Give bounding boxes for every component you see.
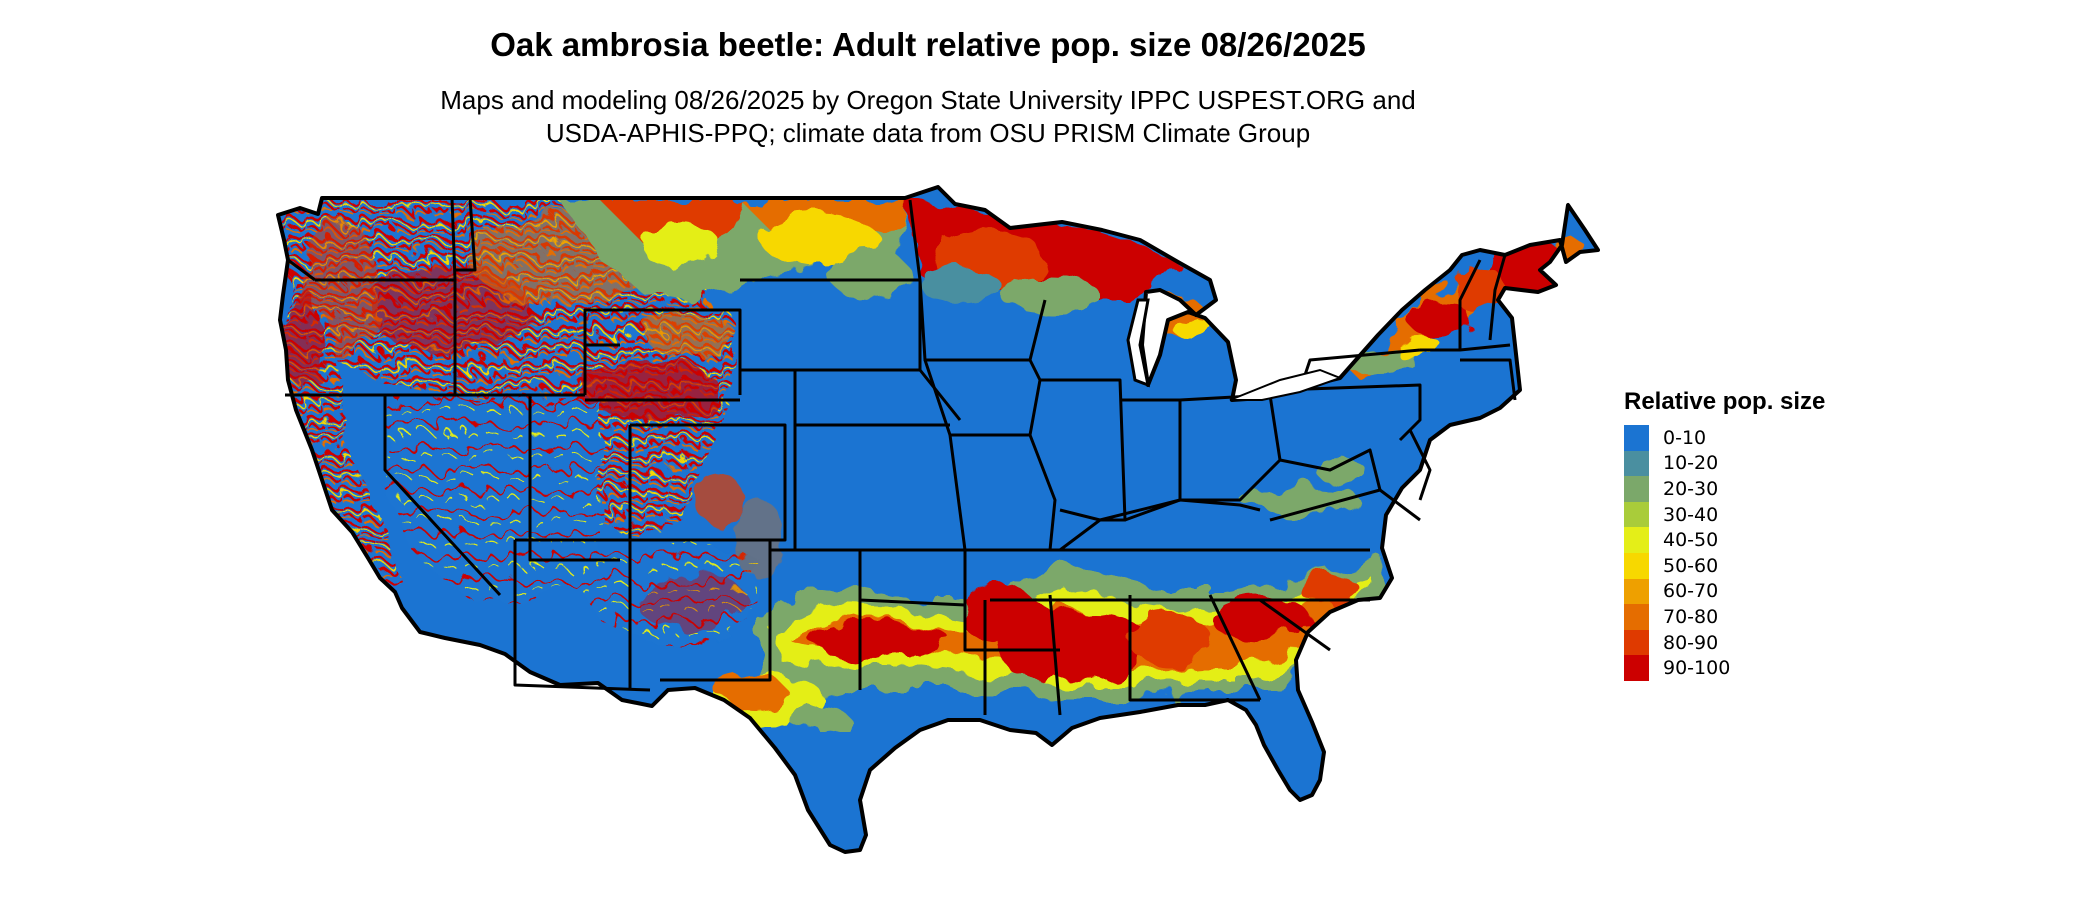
legend-item: 40-50 (1624, 527, 1825, 553)
legend-item: 60-70 (1624, 578, 1825, 605)
legend-title: Relative pop. size (1624, 388, 1826, 415)
population-heat-regions (280, 198, 1590, 732)
legend-label: 40-50 (1663, 529, 1719, 552)
legend-item: 30-40 (1624, 501, 1825, 528)
legend-swatch (1624, 425, 1649, 451)
legend-swatch (1624, 501, 1649, 528)
legend-label: 70-80 (1663, 605, 1719, 628)
subtitle-line-2: USDA-APHIS-PPQ; climate data from OSU PR… (545, 118, 1311, 148)
legend-label: 0-10 (1663, 426, 1707, 449)
legend-swatch (1624, 655, 1649, 681)
map-legend: Relative pop. size 0-10 10-20 20-30 30-40 40… (1624, 388, 1825, 681)
map-subtitle: Maps and modeling 08/26/2025 by Oregon S… (0, 84, 1856, 150)
legend-label: 20-30 (1663, 477, 1719, 500)
legend-label: 30-40 (1663, 503, 1719, 526)
legend-item: 50-60 (1624, 552, 1825, 579)
legend-item: 70-80 (1624, 604, 1825, 630)
legend-item: 0-10 (1624, 425, 1825, 451)
state-borders (285, 197, 1517, 716)
legend-label: 60-70 (1663, 580, 1719, 603)
legend-swatch (1624, 527, 1649, 553)
legend-item: 10-20 (1624, 450, 1825, 477)
map-title: Oak ambrosia beetle: Adult relative pop.… (490, 26, 1366, 63)
legend-item: 20-30 (1624, 476, 1825, 502)
legend-item: 90-100 (1624, 655, 1825, 681)
legend-swatch (1624, 604, 1649, 630)
legend-swatch (1624, 578, 1649, 605)
lake-erie (1229, 368, 1343, 401)
legend-label: 10-20 (1663, 452, 1719, 475)
subtitle-line-1: Maps and modeling 08/26/2025 by Oregon S… (440, 85, 1416, 115)
lake-michigan (1126, 298, 1151, 388)
legend-swatch (1624, 629, 1649, 656)
legend-items: 0-10 10-20 20-30 30-40 40-50 50-60 60-70 70-80 8… (1624, 425, 1825, 681)
legend-label: 80-90 (1663, 631, 1719, 654)
legend-label: 50-60 (1663, 554, 1719, 577)
legend-swatch (1624, 552, 1649, 579)
legend-swatch (1624, 476, 1649, 502)
legend-swatch (1624, 450, 1649, 477)
legend-label: 90-100 (1663, 657, 1731, 680)
legend-item: 80-90 (1624, 629, 1825, 656)
